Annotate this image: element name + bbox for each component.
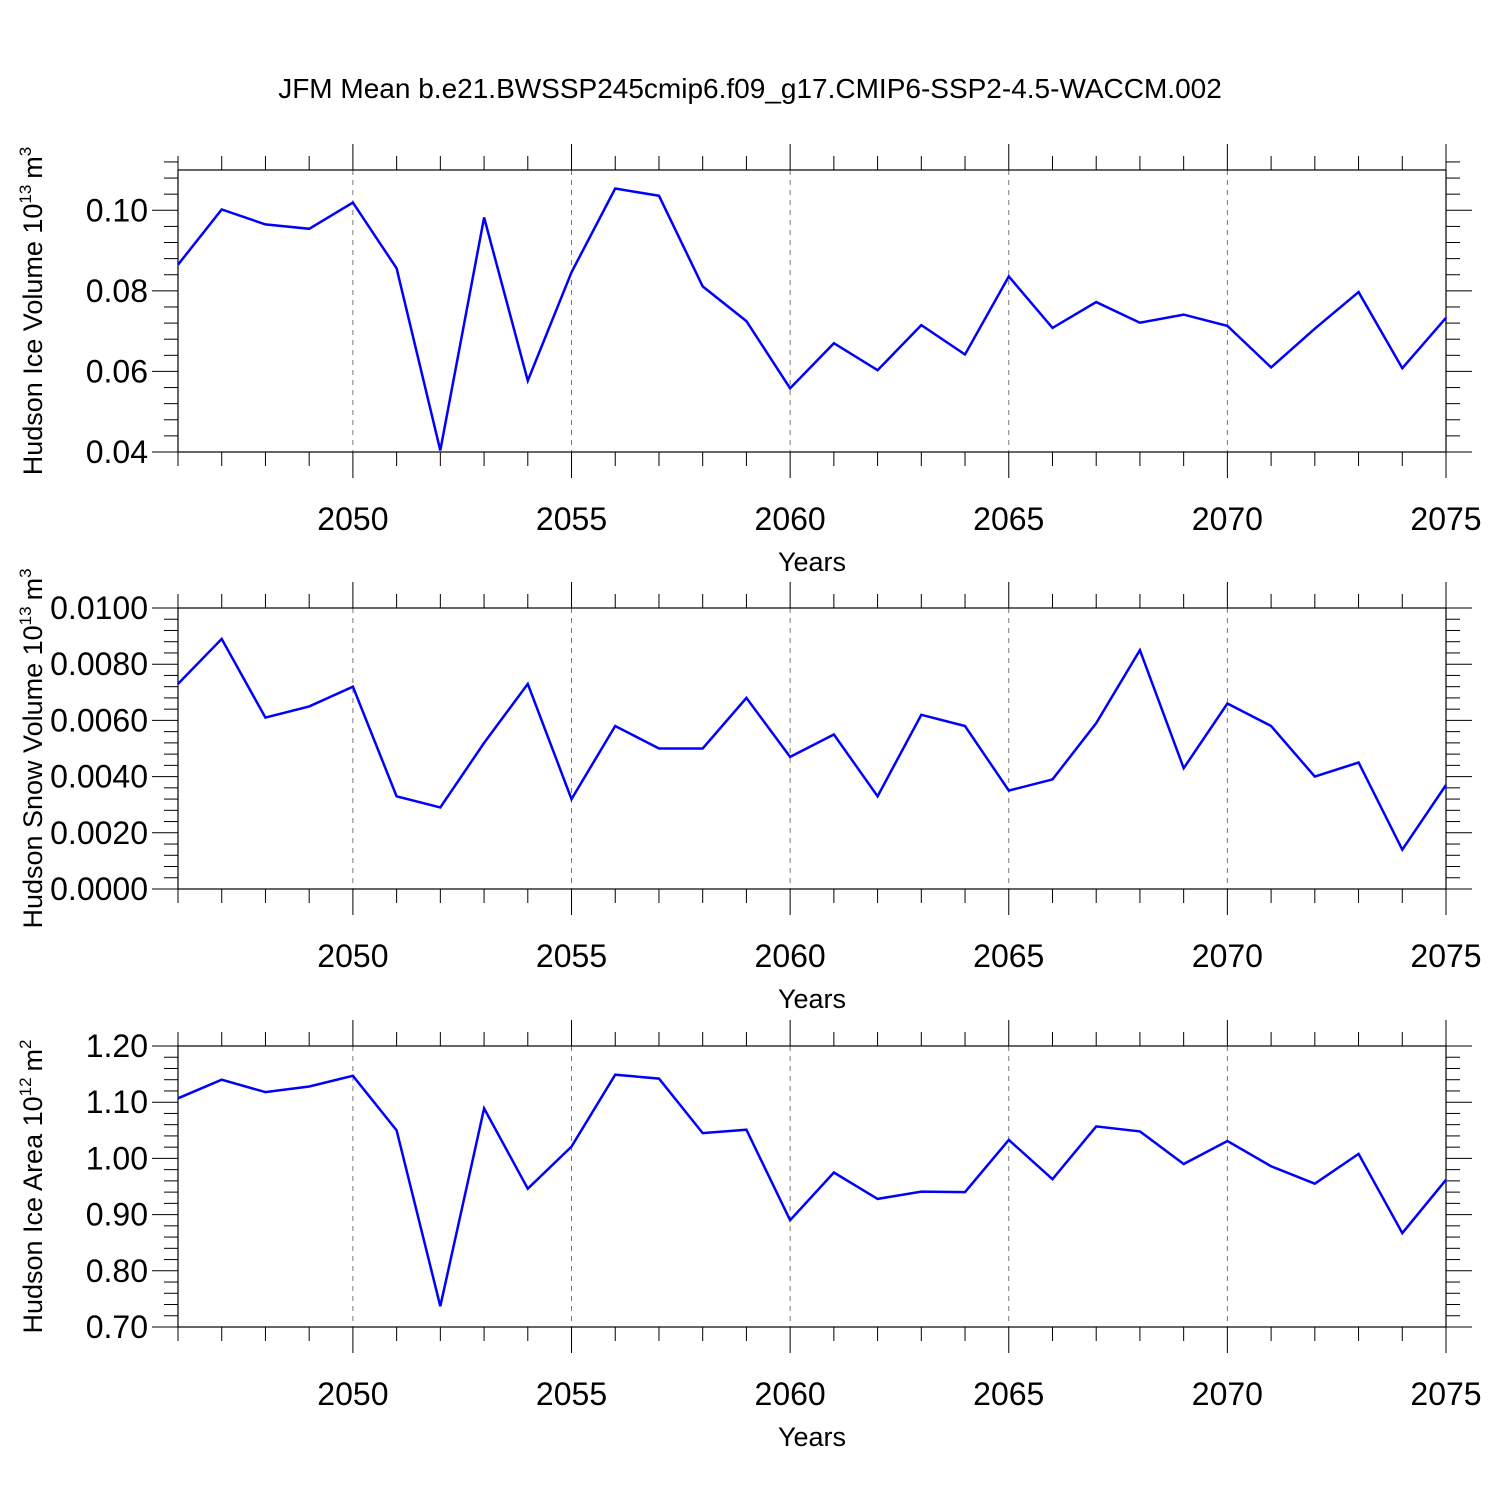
panel-snow-volume: 2050 2055 2060 2065 2070 2075 0.0000 0.0020 0.00… (16, 568, 1482, 1014)
y-tick-label: 1.10 (86, 1084, 148, 1120)
x-tick-label: 2050 (317, 501, 388, 537)
y-axis-title-text: Hudson Snow Volume 10 (18, 625, 48, 928)
y-axis-title-exponent: 13 (16, 185, 35, 204)
y-tick-label: 0.0000 (50, 871, 148, 907)
y-tick-label: 0.0100 (50, 590, 148, 626)
x-tick-label: 2055 (536, 501, 607, 537)
panel-ice-area: 2050 2055 2060 2065 2070 2075 0.70 0.80 0.90 1.00… (16, 1020, 1482, 1452)
x-tick-label: 2065 (973, 501, 1044, 537)
y-tick-label: 0.08 (86, 273, 148, 309)
y-tick-label: 0.0060 (50, 702, 148, 738)
x-tick-label: 2060 (755, 1376, 826, 1412)
y-tick-label: 0.0020 (50, 815, 148, 851)
x-tick-label: 2070 (1192, 501, 1263, 537)
y-axis-title-unit-exponent: 3 (16, 147, 35, 156)
x-tick-label: 2060 (755, 938, 826, 974)
y-tick-label: 0.90 (86, 1197, 148, 1233)
plot-frame (177, 169, 1447, 453)
y-axis-title-unit-exponent: 3 (16, 568, 35, 577)
y-tick-label: 0.70 (86, 1309, 148, 1345)
series-line-snow-volume (177, 636, 1448, 853)
y-tick-label: 0.0040 (50, 759, 148, 795)
y-tick-label: 0.80 (86, 1253, 148, 1289)
y-tick-label: 1.20 (86, 1028, 148, 1064)
x-tick-label: 2060 (755, 501, 826, 537)
y-tick-label: 0.04 (86, 434, 148, 470)
plot-frame (177, 1045, 1447, 1328)
x-axis-title: Years (778, 547, 846, 577)
x-tick-label: 2055 (536, 938, 607, 974)
x-tick-label: 2050 (317, 938, 388, 974)
x-tick-label: 2070 (1192, 1376, 1263, 1412)
y-axis-title-exponent: 13 (16, 606, 35, 625)
y-axis-title-unit: m (18, 1049, 48, 1072)
x-tick-label: 2055 (536, 1376, 607, 1412)
chart-title: JFM Mean b.e21.BWSSP245cmip6.f09_g17.CMI… (278, 73, 1222, 104)
y-tick-label: 0.06 (86, 353, 148, 389)
y-tick-label: 0.10 (86, 192, 148, 228)
y-tick-label: 1.00 (86, 1140, 148, 1176)
y-axis-title: Hudson Snow Volume 1013 m3 (16, 568, 48, 928)
panel-ice-volume: 2050 2055 2060 2065 2070 2075 0.04 0.06 0.08 0.10… (16, 144, 1482, 577)
x-tick-label: 2075 (1410, 1376, 1481, 1412)
x-axis-title: Years (778, 984, 846, 1014)
x-tick-label: 2065 (973, 938, 1044, 974)
x-tick-label: 2070 (1192, 938, 1263, 974)
x-tick-label: 2075 (1410, 938, 1481, 974)
series-line-ice-volume (177, 187, 1447, 451)
y-axis-title: Hudson Ice Volume 1013 m3 (16, 147, 48, 476)
y-axis-title-unit-exponent: 2 (16, 1039, 35, 1048)
y-axis-title: Hudson Ice Area 1012 m2 (16, 1039, 48, 1333)
y-axis-title-exponent: 12 (16, 1077, 35, 1096)
x-tick-label: 2050 (317, 1376, 388, 1412)
series-line-ice-area (177, 1073, 1447, 1307)
x-tick-label: 2065 (973, 1376, 1044, 1412)
y-axis-title-text: Hudson Ice Volume 10 (18, 204, 48, 476)
y-axis-title-unit: m (18, 578, 48, 601)
x-axis-title: Years (778, 1422, 846, 1452)
y-axis-title-unit: m (18, 156, 48, 179)
plot-frame (177, 607, 1447, 890)
y-axis-title-text: Hudson Ice Area 10 (18, 1096, 48, 1333)
y-tick-label: 0.0080 (50, 646, 148, 682)
x-tick-label: 2075 (1410, 501, 1481, 537)
